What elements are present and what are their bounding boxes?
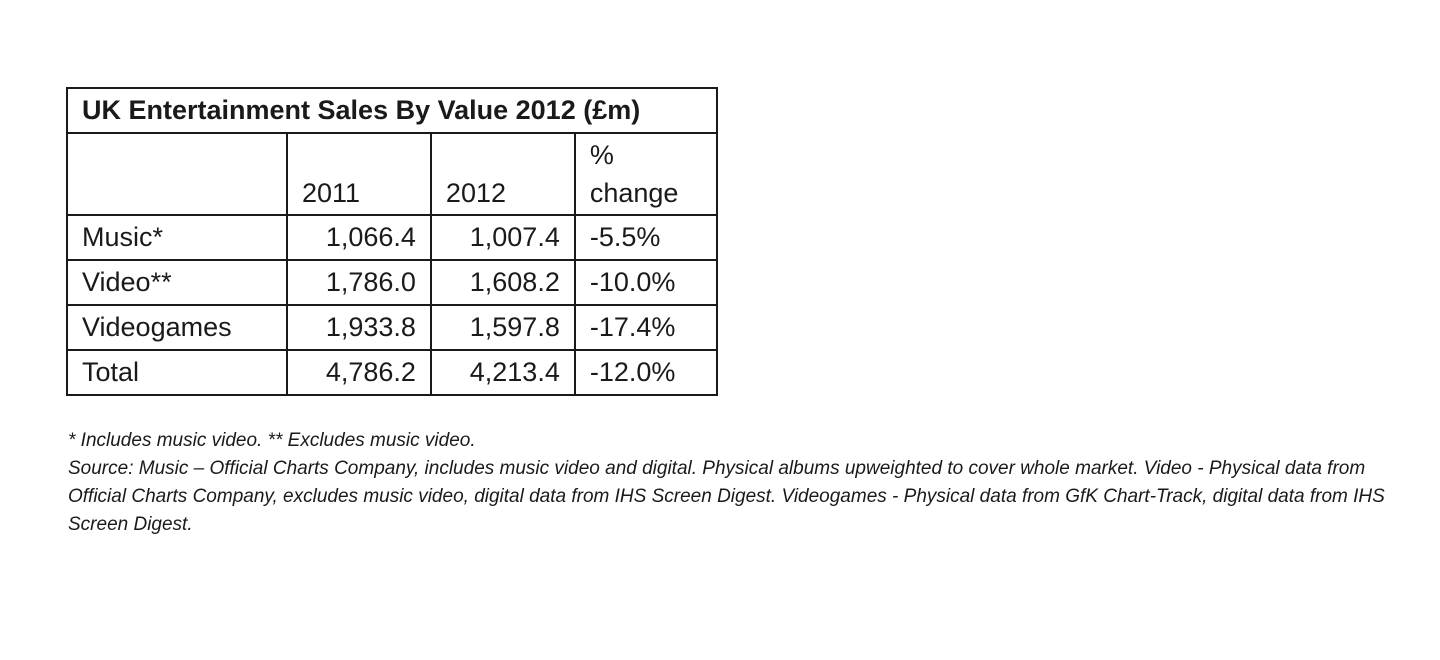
footnote: * Includes music video. ** Excludes musi… xyxy=(68,430,476,451)
row-percent-change: -10.0% xyxy=(573,259,719,306)
table-title: UK Entertainment Sales By Value 2012 (£m… xyxy=(66,87,718,134)
row-category: Video** xyxy=(66,259,288,306)
row-category: Music* xyxy=(66,214,288,261)
header-percent-change: % change xyxy=(573,132,719,216)
source-note: Source: Music – Official Charts Company,… xyxy=(68,458,1385,535)
row-2012-value: 1,608.2 xyxy=(429,259,576,306)
row-2012-value: 4,213.4 xyxy=(429,349,576,396)
row-2011-value: 1,933.8 xyxy=(286,304,432,351)
table-notes: * Includes music video. ** Excludes musi… xyxy=(68,427,1398,539)
row-percent-change: -12.0% xyxy=(573,349,719,396)
row-2011-value: 1,786.0 xyxy=(286,259,432,306)
row-2011-value: 1,066.4 xyxy=(286,214,432,261)
row-2012-value: 1,597.8 xyxy=(429,304,576,351)
row-percent-change: -17.4% xyxy=(573,304,719,351)
header-2011: 2011 xyxy=(286,132,432,216)
table-header-row: 2011 2012 % change xyxy=(66,132,719,216)
sales-table: UK Entertainment Sales By Value 2012 (£m… xyxy=(66,87,719,396)
row-2011-value: 4,786.2 xyxy=(286,349,432,396)
header-percent-change-line1: % xyxy=(589,140,614,170)
table-row-total: Total 4,786.2 4,213.4 -12.0% xyxy=(66,349,719,396)
row-category: Total xyxy=(66,349,288,396)
row-2012-value: 1,007.4 xyxy=(429,214,576,261)
table-row: Videogames 1,933.8 1,597.8 -17.4% xyxy=(66,304,719,351)
table-title-row: UK Entertainment Sales By Value 2012 (£m… xyxy=(66,87,718,134)
row-percent-change: -5.5% xyxy=(573,214,719,261)
table-row: Music* 1,066.4 1,007.4 -5.5% xyxy=(66,214,719,261)
header-category xyxy=(66,132,288,216)
row-category: Videogames xyxy=(66,304,288,351)
header-percent-change-line2: change xyxy=(589,178,679,208)
table-row: Video** 1,786.0 1,608.2 -10.0% xyxy=(66,259,719,306)
header-2012: 2012 xyxy=(429,132,576,216)
